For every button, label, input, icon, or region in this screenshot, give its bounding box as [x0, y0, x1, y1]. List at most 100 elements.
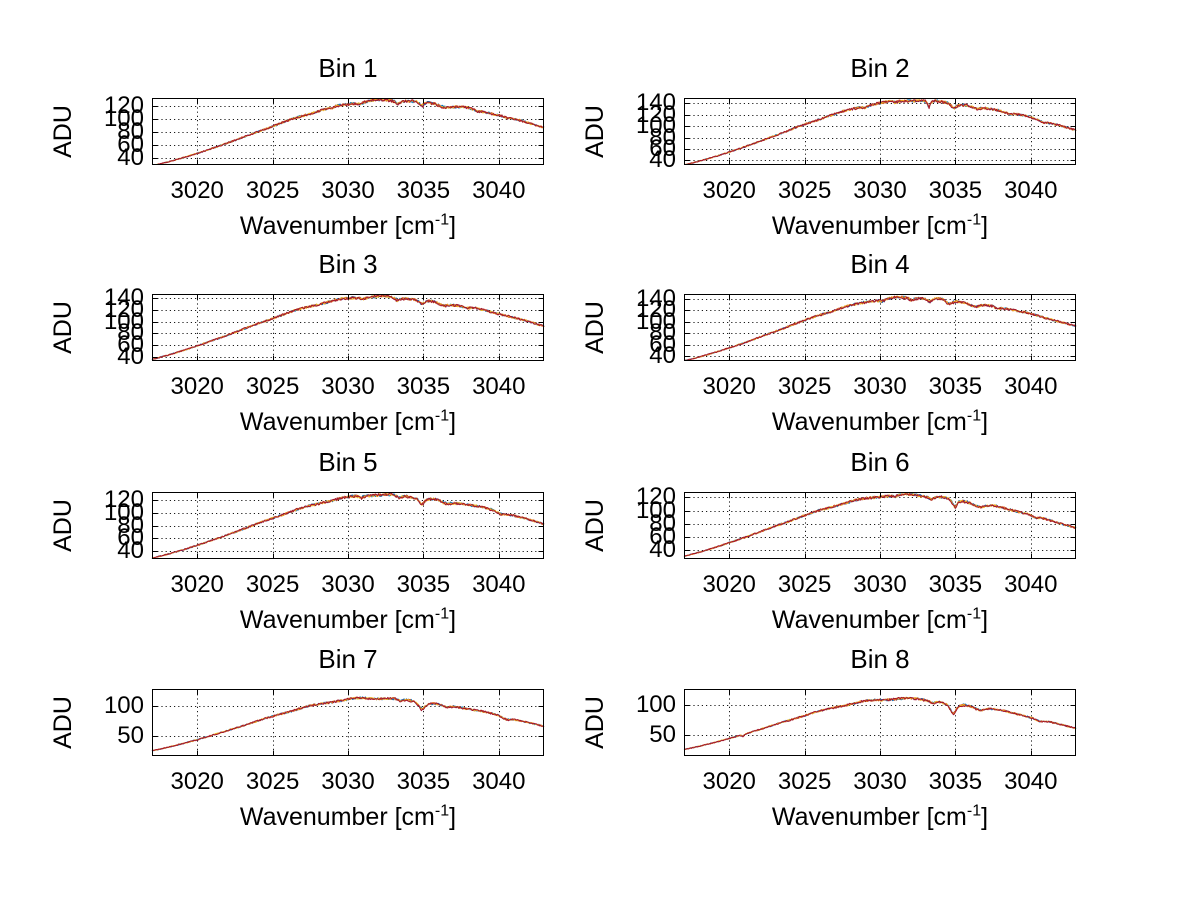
y-tick-label: 80 [117, 511, 144, 539]
x-tick-label: 3020 [170, 177, 224, 204]
x-tick-label: 3035 [396, 177, 451, 204]
y-tick-label: 60 [117, 331, 144, 359]
plot-area [683, 294, 1077, 361]
x-axis-label-superscript: -1 [434, 802, 450, 820]
spectrum-trace [684, 295, 1077, 361]
x-tick-label: 3030 [321, 373, 375, 400]
x-tick-label: 3035 [928, 373, 983, 400]
subplot-bin-3: Bin 3 ADU Wavenumber [cm-1] 140 120 100 80 6… [40, 248, 556, 448]
subplot-bin-2: Bin 2 ADU Wavenumber [cm-1] 140 120 100 80 6… [572, 52, 1088, 252]
x-tick-label: 3020 [702, 571, 756, 598]
x-tick-label: 3040 [472, 177, 526, 204]
x-axis-label-text: Wavenumber [cm [239, 803, 435, 831]
x-tick-label: 3025 [245, 177, 300, 204]
x-tick-label: 3035 [928, 177, 983, 204]
subplot-bin-4: Bin 4 ADU Wavenumber [cm-1] 140 120 100 80 6… [572, 248, 1088, 448]
subplot-bin-6: Bin 6 ADU Wavenumber [cm-1] 120 100 80 60 40… [572, 446, 1088, 646]
spectrum-trace [684, 295, 1077, 361]
x-tick-label: 3030 [853, 768, 907, 795]
subplot-bin-7: Bin 7 ADU Wavenumber [cm-1] 100 50 3020 302… [40, 643, 556, 843]
y-tick-label: 80 [649, 509, 676, 537]
x-tick-label: 3035 [396, 768, 451, 795]
x-tick-label: 3035 [396, 571, 451, 598]
y-tick-label: 80 [649, 319, 676, 347]
y-tick-label: 40 [649, 146, 676, 174]
x-axis-label-superscript: -1 [966, 211, 982, 229]
subplot-title: Bin 3 [318, 249, 378, 279]
subplot-title: Bin 2 [850, 53, 910, 83]
x-tick-label: 3035 [928, 571, 983, 598]
x-tick-label: 3040 [472, 768, 526, 795]
x-axis-label-bracket: ] [981, 606, 989, 634]
y-tick-label: 60 [117, 524, 144, 552]
y-tick-label: 80 [117, 319, 144, 347]
x-axis-label-bracket: ] [449, 606, 457, 634]
y-tick-label: 100 [103, 104, 144, 132]
y-tick-label: 100 [103, 691, 144, 719]
x-axis-label-text: Wavenumber [cm [771, 606, 967, 634]
y-tick-label: 100 [635, 690, 676, 718]
plot-area [152, 98, 545, 165]
x-axis-label-superscript: -1 [434, 605, 450, 623]
y-tick-label: 60 [649, 134, 676, 162]
subplot-bin-5: Bin 5 ADU Wavenumber [cm-1] 120 100 80 60 40… [40, 446, 556, 646]
subplot-title: Bin 1 [318, 53, 378, 83]
y-tick-label: 140 [103, 284, 144, 312]
x-axis-label-text: Wavenumber [cm [239, 408, 435, 436]
x-axis-label-text: Wavenumber [cm [771, 408, 967, 436]
x-tick-label: 3020 [702, 373, 756, 400]
x-tick-label: 3020 [170, 373, 224, 400]
y-tick-label: 120 [103, 295, 144, 323]
x-tick-label: 3030 [321, 177, 375, 204]
x-axis-label-text: Wavenumber [cm [771, 803, 967, 831]
spectrum-trace [151, 696, 545, 752]
subplot-title: Bin 6 [850, 447, 910, 477]
y-tick-label: 120 [635, 100, 676, 128]
y-tick-label: 120 [103, 485, 144, 513]
plot-area [683, 689, 1077, 756]
y-tick-label: 120 [635, 483, 676, 511]
subplot-bin-8: Bin 8 ADU Wavenumber [cm-1] 100 50 3020 302… [572, 643, 1088, 843]
plot-area [683, 98, 1077, 165]
spectrum-trace [684, 295, 1077, 361]
y-tick-label: 140 [635, 284, 676, 312]
y-tick-label: 60 [649, 330, 676, 358]
x-axis-label: Wavenumber [cm-1] [684, 209, 1076, 243]
x-axis-label-text: Wavenumber [cm [239, 212, 435, 240]
subplot-bin-1: Bin 1 ADU Wavenumber [cm-1] 120 100 80 60 40… [40, 52, 556, 252]
plot-area [151, 294, 545, 361]
x-tick-label: 3040 [1004, 768, 1058, 795]
x-tick-label: 3030 [853, 373, 907, 400]
x-axis-label: Wavenumber [cm-1] [684, 800, 1076, 834]
x-tick-label: 3025 [245, 571, 300, 598]
plot-area [151, 492, 545, 559]
y-tick-label: 120 [635, 296, 676, 324]
x-tick-label: 3035 [396, 373, 451, 400]
y-tick-label: 140 [635, 89, 676, 117]
x-axis-label-superscript: -1 [966, 605, 982, 623]
x-tick-label: 3020 [702, 768, 756, 795]
x-tick-label: 3040 [1004, 373, 1058, 400]
y-tick-label: 80 [649, 123, 676, 151]
x-tick-label: 3040 [1004, 571, 1058, 598]
x-axis-label: Wavenumber [cm-1] [152, 603, 544, 637]
y-tick-label: 40 [649, 536, 676, 564]
x-tick-label: 3025 [777, 768, 832, 795]
y-tick-label: 50 [117, 722, 144, 750]
subplot-title: Bin 5 [318, 447, 378, 477]
x-axis-label: Wavenumber [cm-1] [152, 209, 544, 243]
y-tick-label: 80 [117, 117, 144, 145]
y-tick-label: 100 [103, 307, 144, 335]
y-tick-label: 60 [117, 130, 144, 158]
spectrum-trace [152, 98, 545, 165]
y-tick-label: 100 [103, 498, 144, 526]
x-tick-label: 3025 [777, 571, 832, 598]
x-tick-label: 3020 [702, 177, 756, 204]
x-axis-label-bracket: ] [449, 212, 457, 240]
x-tick-label: 3020 [170, 768, 224, 795]
subplot-title: Bin 7 [318, 644, 378, 674]
x-tick-label: 3030 [853, 571, 907, 598]
y-tick-label: 60 [649, 523, 676, 551]
x-axis-label-bracket: ] [981, 212, 989, 240]
